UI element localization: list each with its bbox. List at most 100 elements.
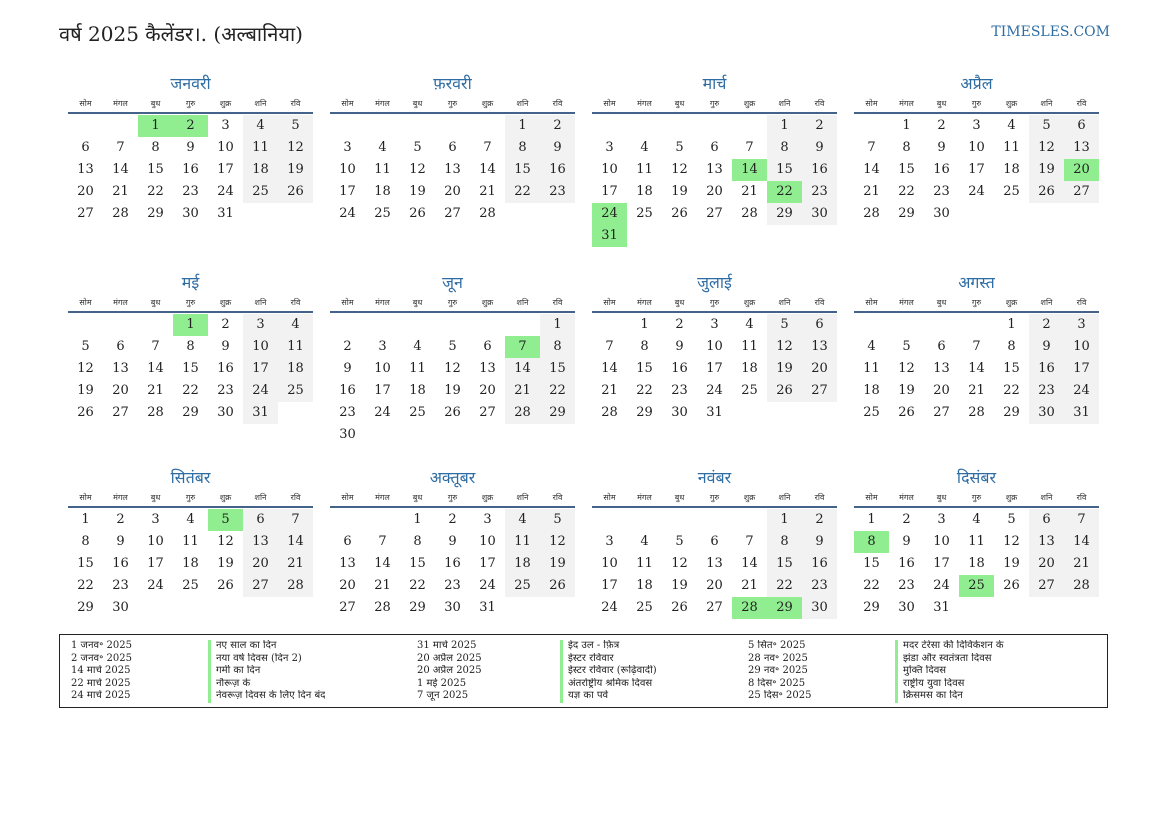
day-cell: 26 — [767, 380, 802, 402]
day-cell: 28 — [601, 405, 618, 420]
day-cell: 8 — [767, 137, 802, 159]
day-cell: 3 — [937, 512, 946, 527]
day-grid: 1 2 3 4 5 6 7 8 9 10 11 12 13 14 15 16 17 18 19 20 21 22 23 24 2… — [68, 509, 313, 619]
day-cell: 30 — [802, 597, 837, 619]
weekday-label: मंगल — [637, 99, 652, 108]
day-grid: 1 2 3 4 5 6 7 8 9 10 11 12 13 14 15 16 17 18 19 20 21 22 23 24 2… — [854, 115, 1099, 225]
day-cell: 29 — [540, 402, 575, 424]
day-cell: 30 — [444, 600, 461, 615]
day-cell: 23 — [444, 578, 461, 593]
day-cell: 31 — [1064, 402, 1099, 424]
weekday-label: रवि — [814, 99, 825, 108]
month-name: मार्च — [702, 74, 727, 93]
day-cell: 4 — [186, 512, 195, 527]
empty-cell — [365, 314, 400, 336]
day-cell: 16 — [802, 159, 837, 181]
day-cell: 18 — [968, 556, 985, 571]
day-cell: 12 — [77, 361, 94, 376]
day-cell: 17 — [933, 556, 950, 571]
day-cell: 28 — [741, 206, 758, 221]
day-cell: 26 — [671, 206, 688, 221]
weekday-label: गुरु — [447, 298, 458, 307]
day-cell: 24 — [479, 578, 496, 593]
day-cell: 8 — [186, 339, 195, 354]
day-cell: 25 — [182, 578, 199, 593]
day-cell: 26 — [444, 405, 461, 420]
holiday-date: 25 दिस॰ 2025 — [748, 690, 812, 701]
day-cell: 29 — [1003, 405, 1020, 420]
empty-cell — [627, 509, 662, 531]
empty-cell — [470, 115, 505, 137]
month-name: जून — [442, 273, 463, 292]
day-cell: 19 — [278, 159, 313, 181]
day-cell: 22 — [505, 181, 540, 203]
day-cell: 5 — [1029, 115, 1064, 137]
weekday-label: सोम — [79, 493, 92, 502]
day-cell: 24 — [968, 184, 985, 199]
weekday-label: शनि — [1040, 99, 1053, 108]
day-cell: 16 — [217, 361, 234, 376]
day-cell: 4 — [867, 339, 876, 354]
weekday-label: सोम — [865, 298, 878, 307]
weekday-label: बुध — [936, 99, 947, 108]
day-cell: 23 — [802, 181, 837, 203]
day-cell: 14 — [278, 531, 313, 553]
day-cell: 25 — [636, 600, 653, 615]
day-cell: 24 — [933, 578, 950, 593]
weekday-label: शुक्र — [743, 298, 756, 307]
day-cell: 7 — [278, 509, 313, 531]
day-cell: 4 — [1007, 118, 1016, 133]
day-cell: 16 — [1029, 358, 1064, 380]
day-cell: 25 — [741, 383, 758, 398]
day-cell: 19 — [898, 383, 915, 398]
weekday-header: सोम मंगल बुध गुरु शुक्र शनि रवि — [68, 96, 313, 114]
day-cell: 5 — [278, 115, 313, 137]
holiday-date: 29 नव॰ 2025 — [748, 665, 808, 676]
holiday-name: राष्ट्रीय युवा दिवस — [895, 677, 1004, 690]
weekday-label: शुक्र — [1005, 298, 1018, 307]
day-grid: 1 2 3 4 5 6 7 8 9 10 11 12 13 14 15 16 17 18 19 20 21 22 23 24 2… — [592, 115, 837, 247]
month-name: नवंबर — [697, 468, 732, 487]
day-cell: 13 — [444, 162, 461, 177]
weekday-label: मंगल — [899, 493, 914, 502]
holiday-date: 20 अप्रैल 2025 — [417, 652, 482, 664]
day-cell: 13 — [933, 361, 950, 376]
day-cell: 17 — [339, 184, 356, 199]
site-link[interactable]: TIMESLES.COM — [991, 24, 1110, 40]
weekday-label: मंगल — [113, 298, 128, 307]
holiday-day-cell: 8 — [854, 531, 889, 553]
day-cell: 28 — [147, 405, 164, 420]
day-cell: 1 — [1007, 317, 1016, 332]
day-cell: 26 — [540, 575, 575, 597]
weekday-label: बुध — [412, 298, 423, 307]
day-cell: 18 — [863, 383, 880, 398]
day-cell: 27 — [77, 206, 94, 221]
day-cell: 25 — [409, 405, 426, 420]
day-cell: 25 — [243, 181, 278, 203]
weekday-label: शनि — [778, 493, 791, 502]
day-cell: 19 — [767, 358, 802, 380]
weekday-label: बुध — [150, 493, 161, 502]
day-grid: 1 2 3 4 5 6 7 8 9 10 11 12 13 14 15 16 17 18 19 20 21 22 23 24 2… — [592, 509, 837, 619]
day-cell: 10 — [1064, 336, 1099, 358]
day-cell: 12 — [898, 361, 915, 376]
weekday-label: मंगल — [375, 493, 390, 502]
day-cell: 22 — [540, 380, 575, 402]
day-cell: 2 — [343, 339, 352, 354]
day-cell: 24 — [601, 600, 618, 615]
holiday-name: मदर टेरेसा की दिविकेशन के — [895, 640, 1004, 653]
day-cell: 13 — [1029, 531, 1064, 553]
day-cell: 6 — [343, 534, 352, 549]
day-cell: 3 — [378, 339, 387, 354]
day-cell: 15 — [1003, 361, 1020, 376]
day-cell: 12 — [671, 162, 688, 177]
day-cell: 9 — [1029, 336, 1064, 358]
day-cell: 2 — [802, 115, 837, 137]
day-cell: 27 — [444, 206, 461, 221]
day-cell: 26 — [409, 206, 426, 221]
holiday-name: अंतर्राष्ट्रीय श्रमिक दिवस — [560, 677, 657, 690]
day-cell: 28 — [968, 405, 985, 420]
day-grid: 1 2 3 4 5 6 7 8 9 10 11 12 13 14 15 16 17 18 19 20 21 22 23 24 2… — [592, 314, 837, 424]
day-cell: 14 — [112, 162, 129, 177]
holiday-name: नया वर्ष दिवस (दिन 2) — [208, 652, 325, 665]
